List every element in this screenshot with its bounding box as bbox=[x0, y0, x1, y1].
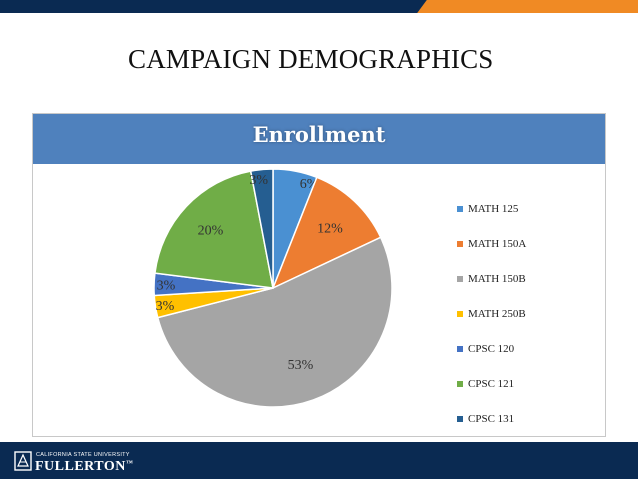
seal-icon bbox=[14, 451, 32, 471]
legend-swatch bbox=[457, 276, 463, 282]
legend-swatch bbox=[457, 241, 463, 247]
legend-label: MATH 125 bbox=[468, 203, 519, 215]
chart-header bbox=[33, 114, 605, 164]
data-label-math-150a: 12% bbox=[317, 221, 343, 236]
legend-label: MATH 150B bbox=[468, 273, 526, 285]
legend-item-math-150b: MATH 150B bbox=[457, 272, 526, 286]
legend-item-math-150a: MATH 150A bbox=[457, 237, 526, 251]
legend-label: CPSC 121 bbox=[468, 378, 515, 390]
pie-slice-cpsc-131 bbox=[249, 168, 274, 289]
legend-swatch bbox=[457, 381, 463, 387]
bottom-bar bbox=[0, 442, 638, 479]
legend-swatch bbox=[457, 206, 463, 212]
data-label-cpsc-120: 3% bbox=[157, 279, 176, 294]
data-label-math-250b: 3% bbox=[156, 299, 175, 314]
legend-item-cpsc-121: CPSC 121 bbox=[457, 377, 514, 391]
legend-label: CPSC 131 bbox=[468, 413, 515, 425]
logo-wordmark: FULLERTON bbox=[35, 459, 126, 474]
legend-item-math-125: MATH 125 bbox=[457, 202, 518, 216]
pie-slice-math-150a bbox=[271, 176, 382, 290]
legend-swatch bbox=[457, 346, 463, 352]
top-accent-stripe bbox=[417, 0, 638, 13]
legend-swatch bbox=[457, 416, 463, 422]
legend-swatch bbox=[457, 311, 463, 317]
data-label-math-150b: 53% bbox=[288, 358, 314, 373]
pie-chart: 6%12%53%3%3%20%3% bbox=[153, 168, 393, 408]
legend-label: MATH 250B bbox=[468, 308, 526, 320]
pie-slice-cpsc-121 bbox=[154, 170, 274, 289]
legend-item-cpsc-120: CPSC 120 bbox=[457, 342, 514, 356]
logo-big-text: FULLERTON™ bbox=[35, 459, 133, 475]
legend-item-math-250b: MATH 250B bbox=[457, 307, 526, 321]
logo-small-text: CALIFORNIA STATE UNIVERSITY bbox=[36, 452, 130, 458]
data-label-cpsc-131: 3% bbox=[249, 173, 268, 188]
legend-label: MATH 150A bbox=[468, 238, 527, 250]
legend-label: CPSC 120 bbox=[468, 343, 515, 355]
chart-frame: Enrollment 6% 12% 53% 3% 3% 20% 3% MATH 125 MAT… bbox=[32, 113, 606, 437]
chart-title: Enrollment bbox=[252, 122, 386, 147]
slide-title: CAMPAIGN DEMOGRAPHICS bbox=[128, 44, 494, 74]
university-logo: CALIFORNIA STATE UNIVERSITY FULLERTON™ bbox=[14, 447, 154, 475]
logo-trademark: ™ bbox=[125, 459, 134, 467]
data-label-cpsc-121: 20% bbox=[198, 223, 224, 238]
pie-slice-math-150b bbox=[156, 236, 393, 408]
legend-item-cpsc-131: CPSC 131 bbox=[457, 412, 514, 426]
